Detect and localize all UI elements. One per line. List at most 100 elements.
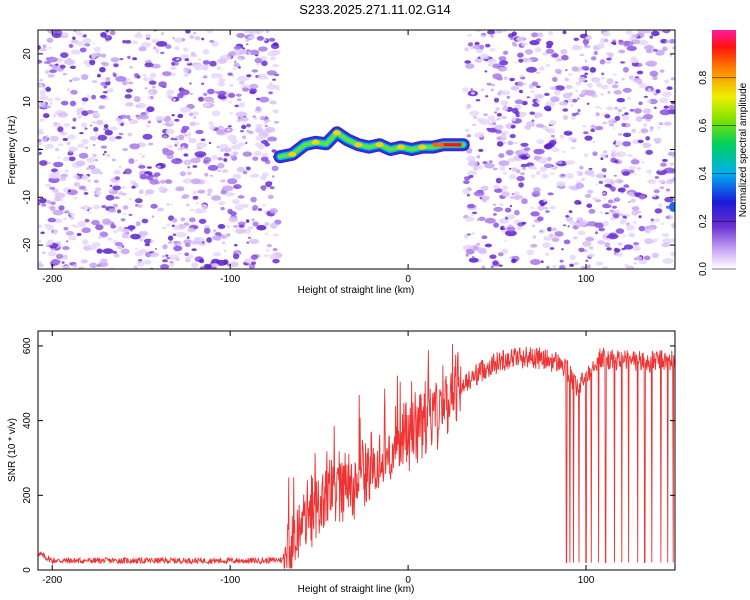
- noise-speckle: [552, 264, 557, 268]
- noise-speckle: [593, 50, 598, 56]
- noise-speckle: [529, 259, 542, 265]
- noise-speckle: [134, 247, 138, 250]
- noise-speckle: [258, 46, 268, 52]
- noise-speckle: [661, 46, 668, 52]
- noise-speckle: [602, 150, 608, 154]
- noise-speckle: [127, 81, 134, 85]
- noise-speckle: [476, 155, 481, 159]
- noise-speckle: [80, 259, 88, 264]
- noise-speckle: [218, 201, 226, 206]
- noise-speckle: [611, 84, 619, 89]
- noise-speckle: [618, 39, 623, 43]
- noise-speckle: [545, 101, 556, 107]
- noise-speckle: [537, 216, 544, 222]
- noise-speckle: [100, 53, 107, 58]
- noise-speckle: [465, 248, 475, 255]
- noise-speckle: [568, 210, 573, 214]
- noise-speckle: [232, 253, 240, 260]
- noise-speckle: [562, 108, 569, 112]
- noise-speckle: [131, 185, 136, 189]
- noise-speckle: [51, 259, 61, 265]
- noise-speckle: [493, 184, 500, 189]
- noise-speckle: [236, 119, 242, 123]
- noise-speckle: [551, 147, 560, 153]
- noise-speckle: [261, 188, 266, 191]
- noise-speckle: [194, 36, 201, 41]
- noise-speckle: [105, 194, 115, 201]
- noise-speckle: [467, 170, 477, 176]
- noise-speckle: [217, 162, 225, 169]
- noise-speckle: [178, 224, 186, 230]
- noise-speckle: [492, 63, 502, 69]
- noise-speckle: [251, 69, 259, 73]
- noise-speckle: [155, 115, 165, 121]
- noise-speckle: [601, 168, 607, 173]
- spectrogram-x-tick-label: 100: [578, 274, 595, 285]
- noise-speckle: [79, 132, 84, 135]
- noise-speckle: [271, 165, 279, 172]
- noise-speckle: [59, 131, 68, 136]
- noise-speckle: [256, 36, 265, 41]
- noise-speckle: [109, 184, 113, 187]
- noise-speckle: [160, 264, 170, 269]
- noise-speckle: [533, 148, 545, 155]
- noise-speckle: [642, 123, 648, 128]
- noise-speckle: [128, 158, 135, 165]
- noise-speckle: [41, 137, 48, 142]
- noise-speckle: [565, 216, 574, 222]
- noise-speckle: [496, 141, 504, 147]
- noise-speckle: [499, 166, 506, 171]
- noise-speckle: [114, 176, 121, 181]
- noise-speckle: [98, 105, 106, 110]
- noise-speckle: [251, 218, 255, 222]
- noise-speckle: [588, 208, 596, 214]
- noise-speckle: [606, 78, 614, 85]
- noise-speckle: [515, 114, 520, 118]
- noise-speckle: [609, 209, 615, 213]
- noise-speckle: [623, 184, 630, 188]
- noise-speckle: [96, 264, 102, 267]
- noise-speckle: [38, 128, 44, 134]
- noise-speckle: [169, 262, 175, 268]
- noise-speckle: [598, 227, 605, 232]
- noise-speckle: [151, 215, 155, 218]
- noise-speckle: [162, 149, 175, 156]
- noise-speckle: [531, 81, 539, 87]
- noise-speckle: [509, 37, 514, 40]
- noise-speckle: [467, 160, 479, 167]
- noise-speckle: [65, 210, 70, 213]
- noise-speckle: [493, 111, 498, 114]
- noise-speckle: [611, 118, 616, 121]
- noise-speckle: [636, 70, 644, 75]
- noise-speckle: [499, 203, 504, 207]
- noise-speckle: [518, 182, 524, 188]
- noise-speckle: [563, 130, 573, 136]
- noise-speckle: [185, 256, 191, 261]
- noise-speckle: [89, 59, 96, 66]
- noise-speckle: [267, 194, 274, 200]
- noise-speckle: [74, 225, 79, 228]
- noise-speckle: [234, 204, 244, 211]
- noise-speckle: [181, 125, 190, 131]
- noise-speckle: [484, 70, 488, 73]
- noise-speckle: [550, 227, 558, 232]
- noise-speckle: [45, 86, 51, 92]
- noise-speckle: [660, 162, 667, 167]
- noise-speckle: [230, 155, 235, 159]
- noise-speckle: [494, 124, 504, 130]
- noise-speckle: [546, 227, 553, 232]
- noise-speckle: [117, 246, 124, 250]
- noise-speckle: [92, 153, 97, 158]
- noise-speckle: [500, 116, 507, 119]
- noise-speckle: [583, 153, 589, 158]
- noise-speckle: [536, 85, 541, 89]
- noise-speckle: [507, 214, 515, 220]
- noise-speckle: [493, 97, 500, 103]
- noise-speckle: [586, 264, 591, 269]
- noise-speckle: [203, 96, 214, 103]
- noise-speckle: [135, 159, 139, 162]
- snr-frame: [37, 330, 676, 571]
- noise-speckle: [654, 208, 663, 214]
- noise-speckle: [155, 41, 168, 47]
- noise-speckle: [201, 203, 207, 208]
